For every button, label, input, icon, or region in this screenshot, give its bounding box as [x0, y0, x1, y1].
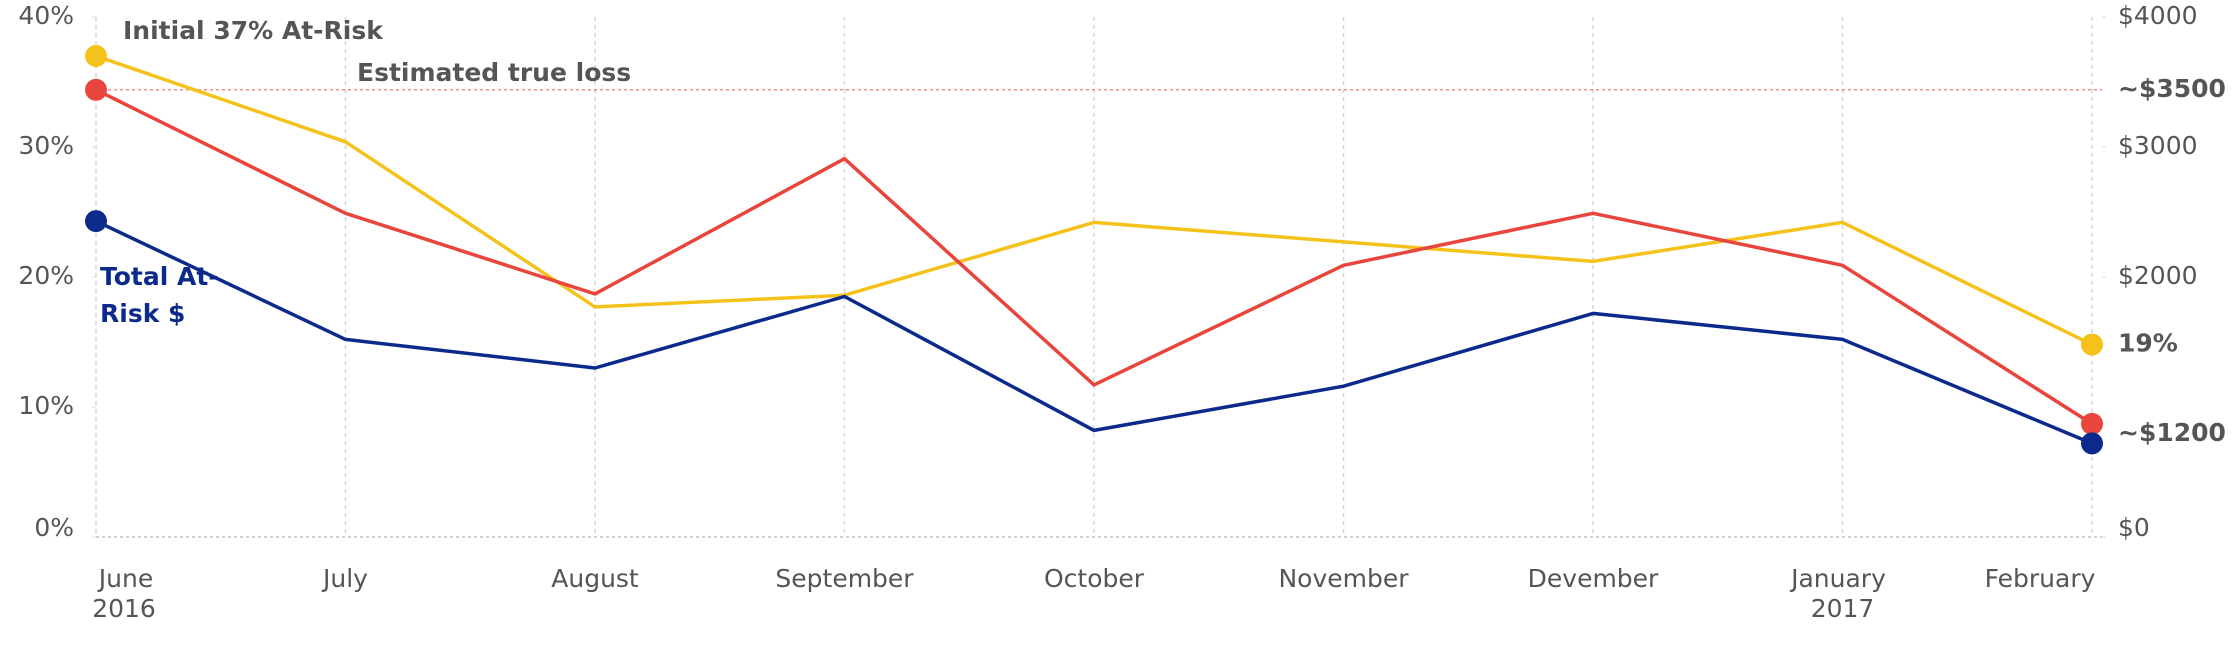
y-tick-label: 20% — [18, 261, 74, 290]
series-line — [95, 219, 2093, 446]
series-dot — [85, 210, 107, 233]
end-label: ~$1200 — [2118, 418, 2226, 447]
series-label-box: Total At-Risk $ — [100, 262, 219, 328]
x-tick-label: February — [1985, 564, 2096, 593]
series-dot — [2081, 333, 2103, 356]
x-tick-label: July — [321, 564, 368, 593]
y-tick-label: 10% — [18, 391, 74, 420]
series-dot — [2081, 412, 2103, 435]
x-tick-label: January — [1789, 564, 1886, 593]
y-tick-label: 30% — [18, 131, 74, 160]
x-tick-label: Devember — [1528, 564, 1659, 593]
x-tick-label: August — [551, 564, 639, 593]
x-tick-year: 2017 — [1811, 594, 1875, 623]
x-tick-label: October — [1044, 564, 1145, 593]
series-label: Total At-Risk $ — [100, 262, 219, 328]
x-tick-label: November — [1278, 564, 1409, 593]
y2-tick-label: $3000 — [2118, 131, 2198, 160]
y2-tick-label: $2000 — [2118, 261, 2198, 290]
end-label: 19% — [2118, 329, 2178, 358]
series-dot — [85, 45, 107, 67]
y-tick-label: 40% — [18, 1, 74, 30]
x-tick-label: June — [97, 564, 153, 593]
x-tick-year: 2016 — [92, 594, 156, 623]
series-label: Initial 37% At-Risk — [123, 16, 384, 45]
series-dot — [2081, 432, 2103, 455]
x-tick-label: September — [775, 564, 914, 593]
y2-tick-label: $4000 — [2118, 1, 2198, 30]
series-dot — [85, 78, 107, 101]
reference-label: ~$3500 — [2118, 74, 2226, 103]
series-line — [95, 88, 2093, 426]
series-label: Estimated true loss — [357, 58, 631, 87]
y2-tick-label: $0 — [2118, 513, 2150, 542]
y-tick-label: 0% — [34, 513, 74, 542]
series-line — [95, 54, 2093, 347]
